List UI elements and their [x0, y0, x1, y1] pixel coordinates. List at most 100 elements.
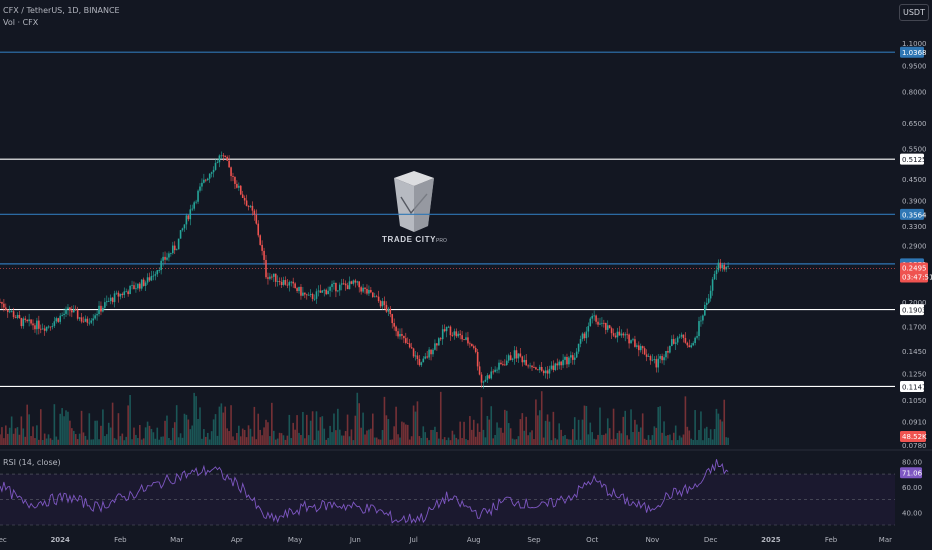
candle-body	[583, 333, 586, 339]
volume-bar	[517, 436, 520, 445]
volume-bar	[647, 435, 650, 445]
volume-bar	[447, 437, 450, 445]
volume-bar	[253, 406, 256, 445]
time-tick-label: Mar	[170, 536, 183, 544]
candle-body	[274, 273, 277, 282]
candle-body	[309, 294, 312, 295]
candle-body	[340, 283, 343, 285]
volume-bar	[603, 434, 605, 445]
volume-bar	[519, 419, 522, 445]
volume-bar	[406, 424, 409, 445]
volume-bar	[203, 429, 205, 445]
volume-bar	[337, 408, 339, 445]
candle-body	[117, 292, 120, 297]
volume-bar	[498, 427, 500, 445]
volume-bar	[366, 430, 368, 445]
volume-bar	[179, 433, 182, 445]
rsi-value-badge	[900, 467, 922, 479]
volume-bar	[205, 436, 207, 445]
volume-bar	[397, 434, 399, 445]
candle-body	[323, 289, 326, 291]
volume-bar	[436, 432, 438, 445]
candle-body	[358, 281, 361, 288]
volume-bar	[214, 414, 217, 445]
candle-body	[150, 275, 153, 281]
candle-body	[443, 329, 446, 332]
volume-bar	[72, 430, 75, 445]
volume-bar	[692, 439, 694, 445]
volume-bar	[263, 427, 265, 445]
volume-bar	[142, 438, 145, 445]
volume-bar	[88, 413, 91, 445]
volume-bar	[168, 437, 170, 445]
candle-body	[364, 287, 366, 289]
volume-bar	[86, 439, 89, 445]
volume-bar	[521, 413, 524, 445]
volume-bar	[391, 439, 394, 445]
volume-bar	[51, 439, 54, 445]
candle-body	[350, 281, 353, 284]
candle-body	[257, 223, 260, 236]
candle-body	[597, 321, 599, 325]
candle-body	[614, 335, 617, 338]
volume-bar	[587, 434, 590, 445]
time-tick-label: Feb	[825, 536, 838, 544]
candle-body	[533, 367, 535, 368]
candle-body	[47, 326, 50, 328]
volume-bar	[480, 397, 483, 445]
candle-body	[682, 334, 685, 339]
candle-body	[236, 183, 238, 188]
volume-bar	[573, 417, 576, 445]
candle-body	[154, 274, 157, 276]
candle-body	[135, 288, 137, 290]
volume-bar	[166, 415, 168, 445]
candle-body	[436, 343, 438, 346]
volume-bar	[700, 411, 702, 445]
candle-body	[591, 315, 594, 319]
currency-button[interactable]: USDT	[899, 4, 929, 21]
volume-bar	[624, 410, 627, 445]
volume-bar	[71, 428, 73, 445]
candle-body	[663, 357, 665, 361]
volume-bar	[471, 429, 473, 445]
candle-body	[434, 343, 436, 350]
volume-bar	[507, 423, 510, 445]
candle-body	[655, 359, 658, 368]
candle-body	[537, 369, 539, 371]
volume-bar	[698, 430, 700, 445]
volume-bar	[82, 432, 85, 445]
price-tick-label: 0.1050	[902, 397, 927, 405]
volume-bar	[395, 406, 397, 445]
volume-bar	[465, 439, 467, 445]
volume-bar	[338, 429, 341, 445]
candle-body	[482, 381, 485, 383]
volume-bar	[558, 423, 560, 445]
candle-body	[86, 318, 89, 323]
candle-body	[657, 358, 660, 368]
volume-bar	[449, 440, 452, 445]
volume-bar	[78, 433, 81, 445]
candle-body	[205, 179, 207, 181]
candle-body	[61, 314, 63, 316]
volume-bar	[325, 439, 327, 445]
volume-bar	[59, 413, 61, 445]
volume-bar	[170, 440, 172, 445]
candle-body	[632, 339, 634, 341]
rsi-tick-label: 60.00	[902, 484, 922, 492]
volume-bar	[222, 412, 225, 445]
time-tick-label: 2024	[50, 536, 70, 544]
candle-body	[172, 245, 174, 254]
time-tick-label: Nov	[646, 536, 660, 544]
volume-bar	[117, 413, 120, 445]
candle-body	[480, 374, 483, 383]
candle-body	[94, 315, 96, 319]
candle-body	[230, 167, 232, 177]
volume-bar	[150, 428, 153, 445]
volume-bar	[329, 425, 331, 445]
volume-bar	[251, 436, 254, 445]
volume-bar	[550, 440, 553, 445]
candle-body	[688, 345, 691, 348]
candle-body	[26, 319, 28, 322]
volume-bars	[0, 391, 729, 445]
